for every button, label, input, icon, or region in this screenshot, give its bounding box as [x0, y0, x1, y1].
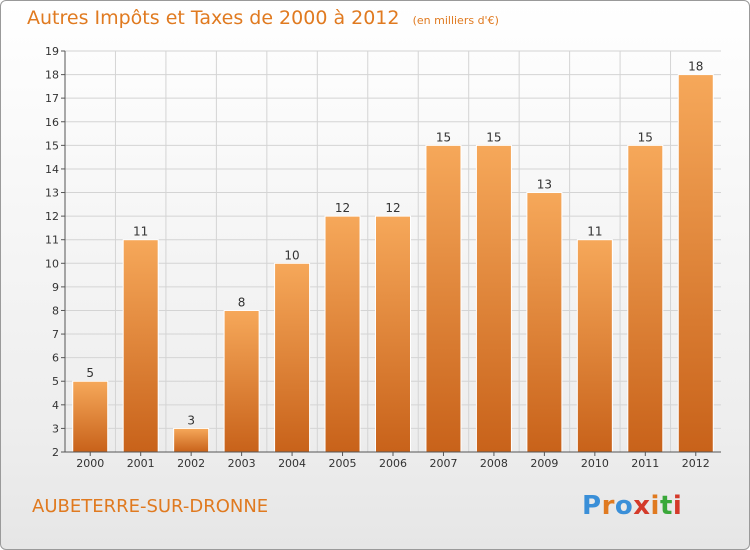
axes — [61, 50, 721, 456]
bars — [72, 74, 714, 453]
commune-name: AUBETERRE-SUR-DRONNE — [32, 496, 269, 517]
y-tick-label: 13 — [45, 187, 59, 200]
logo-letter: t — [659, 491, 673, 521]
bar-value-label: 5 — [86, 366, 94, 380]
bar — [324, 215, 361, 453]
logo-letter: P — [582, 491, 602, 521]
y-tick-label: 9 — [52, 281, 59, 294]
bar-value-label: 11 — [587, 225, 602, 239]
chart-title-row: Autres Impôts et Taxes de 2000 à 2012 (e… — [27, 7, 499, 29]
x-tick-label: 2011 — [631, 457, 659, 470]
bar — [425, 144, 462, 453]
bar-value-label: 11 — [133, 225, 148, 239]
x-tick-label: 2001 — [127, 457, 155, 470]
x-tick-label: 2003 — [228, 457, 256, 470]
logo-letter: i — [650, 491, 660, 521]
bar — [72, 380, 109, 453]
y-tick-label: 15 — [45, 139, 59, 152]
bar — [274, 262, 311, 453]
labels: 2 3 4 5 6 7 8 9 10 11 12 13 14 15 16 17 18 19 5 2000 11 2001 3… — [45, 45, 710, 470]
x-tick-label: 2008 — [480, 457, 508, 470]
bar — [627, 144, 664, 453]
proxiti-logo: Proxiti — [582, 491, 682, 521]
bar-value-label: 12 — [385, 201, 400, 215]
bar-value-label: 3 — [187, 413, 195, 427]
x-tick-label: 2002 — [177, 457, 205, 470]
x-tick-label: 2012 — [682, 457, 710, 470]
y-tick-label: 16 — [45, 116, 59, 129]
y-tick-label: 5 — [52, 375, 59, 388]
x-tick-label: 2000 — [76, 457, 104, 470]
x-tick-label: 2006 — [379, 457, 407, 470]
x-tick-label: 2004 — [278, 457, 306, 470]
y-tick-label: 14 — [45, 163, 59, 176]
x-tick-label: 2007 — [429, 457, 457, 470]
bar — [122, 239, 159, 453]
bar-value-label: 15 — [638, 130, 653, 144]
bar — [526, 192, 563, 453]
bar — [677, 74, 714, 453]
bar-value-label: 8 — [238, 295, 246, 309]
logo-letter: r — [601, 491, 615, 521]
y-tick-label: 17 — [45, 92, 59, 105]
bar — [173, 427, 210, 453]
logo-letter: i — [672, 491, 683, 521]
y-tick-label: 3 — [52, 422, 59, 435]
bar-value-label: 15 — [436, 130, 451, 144]
y-tick-label: 19 — [45, 45, 59, 58]
bar-value-label: 10 — [284, 248, 299, 262]
y-tick-label: 12 — [45, 210, 59, 223]
bar-value-label: 12 — [335, 201, 350, 215]
x-tick-label: 2005 — [329, 457, 357, 470]
logo-letter: x — [633, 491, 651, 521]
bar-value-label: 15 — [486, 130, 501, 144]
y-tick-label: 8 — [52, 304, 59, 317]
bar — [475, 144, 512, 453]
y-tick-label: 4 — [52, 399, 59, 412]
y-tick-label: 6 — [52, 352, 59, 365]
logo-letter: o — [614, 491, 634, 521]
y-tick-label: 7 — [52, 328, 59, 341]
chart-unit: (en milliers d'€) — [412, 14, 499, 27]
y-tick-label: 2 — [52, 446, 59, 459]
y-tick-label: 11 — [45, 234, 59, 247]
bar-value-label: 13 — [537, 178, 552, 192]
y-tick-label: 10 — [45, 257, 59, 270]
bar — [223, 309, 260, 453]
bar-value-label: 18 — [688, 60, 703, 74]
x-tick-label: 2010 — [581, 457, 609, 470]
x-tick-label: 2009 — [530, 457, 558, 470]
y-tick-label: 18 — [45, 69, 59, 82]
chart-title: Autres Impôts et Taxes de 2000 à 2012 — [27, 7, 400, 29]
bar — [375, 215, 411, 453]
bar — [576, 239, 613, 453]
